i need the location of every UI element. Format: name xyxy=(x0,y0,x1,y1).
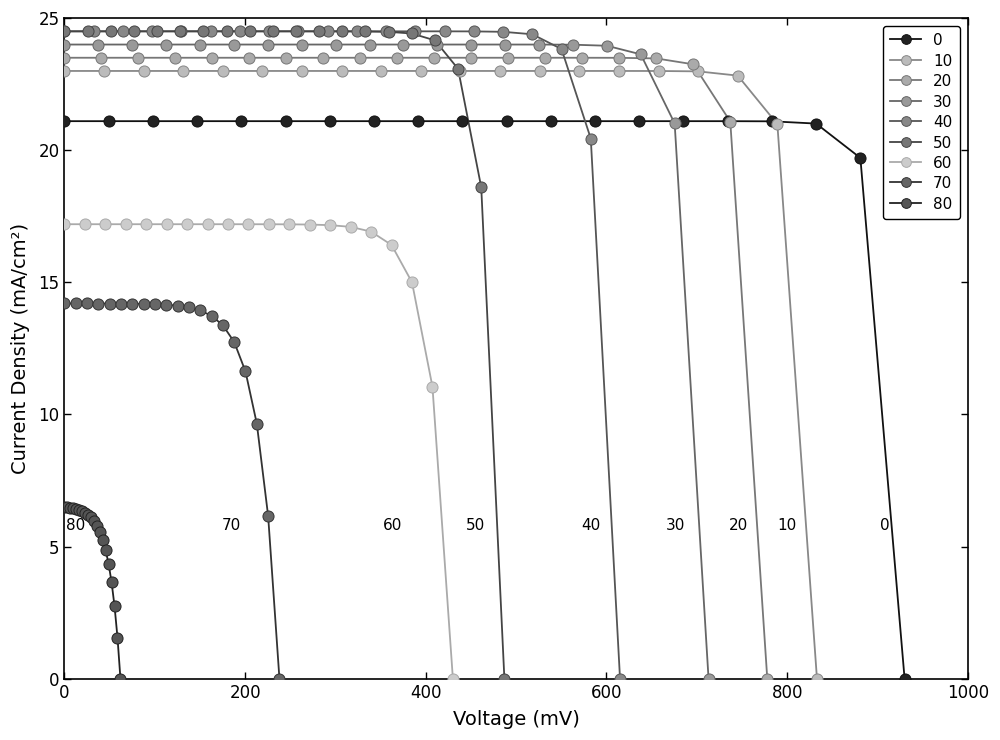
Text: 50: 50 xyxy=(466,518,485,534)
Text: 80: 80 xyxy=(66,518,85,534)
X-axis label: Voltage (mV): Voltage (mV) xyxy=(453,710,580,729)
Text: 0: 0 xyxy=(880,518,890,534)
Y-axis label: Current Density (mA/cm²): Current Density (mA/cm²) xyxy=(11,223,30,474)
Text: 30: 30 xyxy=(665,518,685,534)
Legend: 0, 10, 20, 30, 40, 50, 60, 70, 80: 0, 10, 20, 30, 40, 50, 60, 70, 80 xyxy=(883,26,960,220)
Text: 60: 60 xyxy=(383,518,402,534)
Text: 20: 20 xyxy=(729,518,748,534)
Text: 40: 40 xyxy=(581,518,601,534)
Text: 70: 70 xyxy=(222,518,241,534)
Text: 10: 10 xyxy=(778,518,797,534)
